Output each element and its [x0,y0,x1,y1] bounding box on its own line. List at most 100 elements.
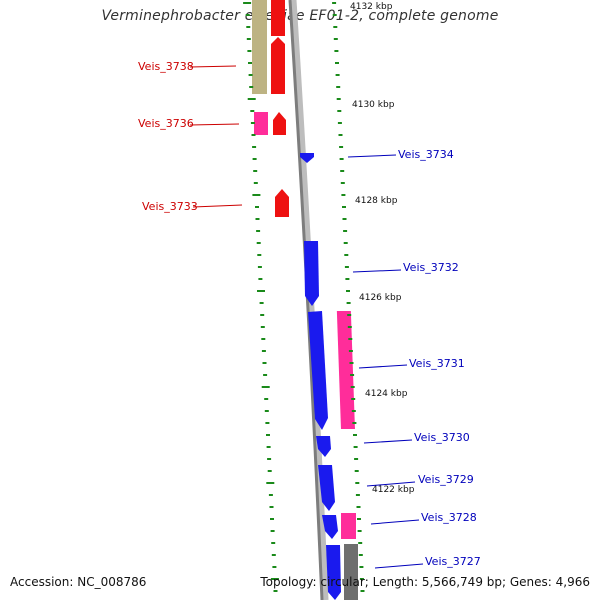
gene-label-left[interactable]: Veis_3733 [142,200,198,213]
kbp-label: 4126 kbp [359,293,402,303]
tick-mark [257,266,262,268]
tick-mark [252,194,261,196]
tick-mark [250,122,255,124]
tick-mark [251,134,256,136]
gene-label-right[interactable]: Veis_3730 [414,431,470,444]
tick-mark [248,62,252,64]
chromosome-backbone [288,0,324,600]
tick-mark [355,482,360,484]
tick-mark [253,170,258,172]
gene-leader-line [189,65,237,68]
gene-label-right[interactable]: Veis_3728 [421,511,477,524]
tick-mark [261,386,270,388]
tick-mark [270,578,279,580]
gene-leader-line [358,364,408,369]
tick-mark [340,182,345,184]
tick-mark [247,50,252,52]
gene-leader-line [366,481,416,487]
kbp-label: 4122 kbp [372,485,415,495]
kbp-label: 4124 kbp [365,389,408,399]
tick-mark [253,182,258,184]
tick-mark [351,398,356,400]
tick-marks [243,2,365,592]
gene-arrow-blue-3732 [304,241,319,306]
tick-mark [332,14,337,16]
tick-mark [358,542,363,544]
tick-mark [246,38,251,40]
tick-mark [265,422,270,424]
tick-mark [354,458,359,460]
tick-mark [270,530,275,532]
tick-mark [243,2,252,4]
gene-leader-line [363,439,413,444]
tick-mark [353,446,358,448]
tick-mark [273,590,278,592]
tick-mark [334,50,339,52]
kbp-label: 4130 kbp [352,100,395,110]
tick-mark [346,302,351,304]
kbp-label: 4128 kbp [355,196,398,206]
gene-arrow-red-3733 [275,189,289,217]
gene-leader-line [192,204,243,208]
gene-block-olive [252,0,267,94]
tick-mark [342,206,346,208]
tick-mark [350,386,355,388]
tick-mark [255,218,260,220]
kbp-label: 4132 kbp [350,2,393,12]
tick-mark [246,26,251,28]
gene-arrow-red-3736 [273,112,286,135]
tick-mark [339,158,344,160]
tick-mark [355,494,360,496]
tick-mark [351,410,356,412]
tick-mark [336,98,341,100]
tick-mark [341,194,346,196]
tick-mark [268,494,273,496]
tick-mark [332,2,337,4]
tick-mark [357,530,362,532]
gene-block-red-top [271,0,285,36]
tick-mark [348,350,353,352]
gene-leader-line [189,123,240,126]
tick-mark [255,206,259,208]
gene-arrow-blue-3727 [326,545,341,600]
gene-leader-line [370,519,420,525]
gene-block-magenta-3736 [254,112,268,135]
gene-label-left[interactable]: Veis_3738 [138,60,194,73]
tick-mark [335,74,340,76]
tick-mark [259,302,264,304]
gene-label-right[interactable]: Veis_3732 [403,261,459,274]
tick-mark [360,590,365,592]
tick-mark [359,566,364,568]
gene-leader-line [347,154,397,158]
tick-mark [339,146,344,148]
gene-arrow-blue-3734 [300,153,314,163]
tick-mark [336,86,341,88]
tick-mark [266,434,270,436]
tick-mark [343,242,348,244]
tick-mark [245,14,250,16]
tick-mark [272,566,277,568]
gene-label-right[interactable]: Veis_3734 [398,148,454,161]
tick-mark [344,266,349,268]
gene-leader-line [352,269,402,273]
gene-label-right[interactable]: Veis_3731 [409,357,465,370]
tick-mark [266,482,275,484]
genome-summary: Topology: circular; Length: 5,566,749 bp… [260,575,590,589]
gene-label-left[interactable]: Veis_3736 [138,117,194,130]
tick-mark [348,338,353,340]
tick-mark [271,542,276,544]
tick-mark [264,410,269,412]
tick-mark [343,230,348,232]
gene-label-right[interactable]: Veis_3729 [418,473,474,486]
tick-mark [347,314,352,316]
tick-mark [356,506,361,508]
tick-mark [264,398,269,400]
tick-mark [257,290,265,292]
tick-mark [263,374,268,376]
gene-label-right[interactable]: Veis_3727 [425,555,481,568]
tick-mark [344,254,349,256]
tick-mark [352,422,357,424]
gene-leader-line [374,563,424,569]
tick-mark [359,578,364,580]
